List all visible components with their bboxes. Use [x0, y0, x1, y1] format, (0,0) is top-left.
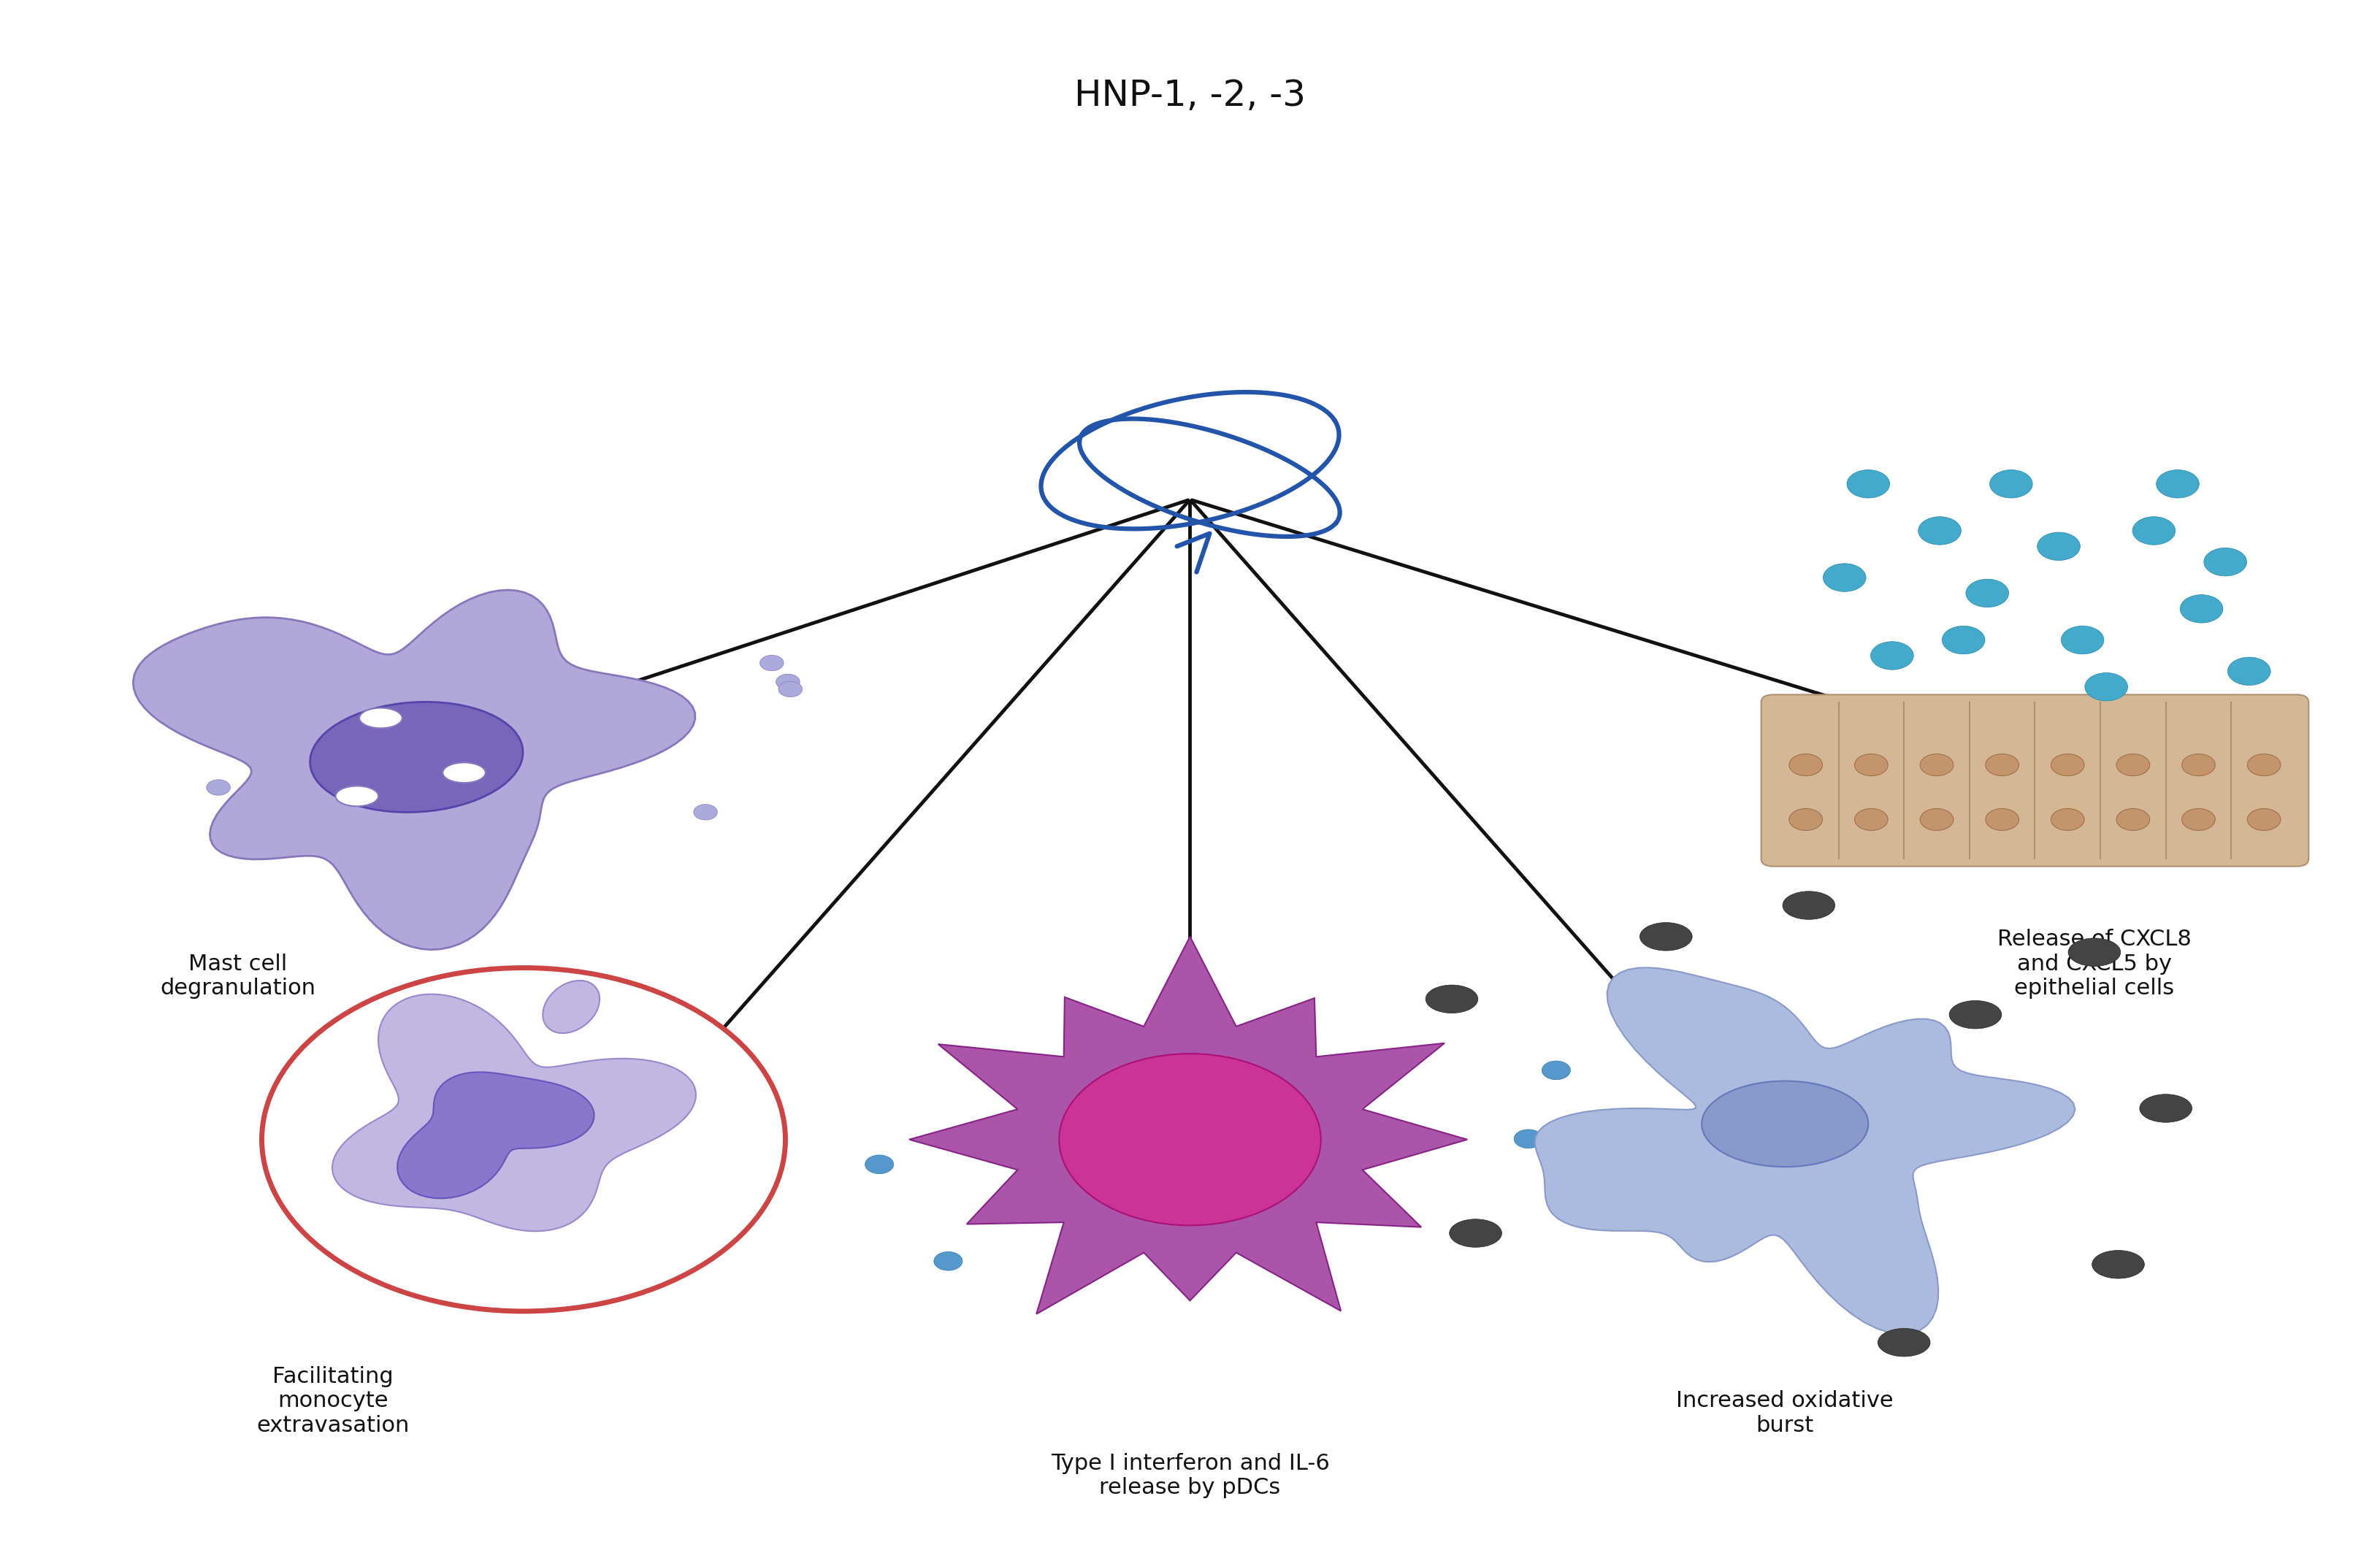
- Ellipse shape: [1449, 1219, 1502, 1247]
- Circle shape: [2247, 754, 2280, 776]
- Circle shape: [1985, 754, 2018, 776]
- Ellipse shape: [359, 709, 402, 727]
- Circle shape: [1059, 1054, 1321, 1225]
- Text: HNP-1, -2, -3: HNP-1, -2, -3: [1073, 78, 1307, 112]
- Circle shape: [759, 656, 783, 671]
- Ellipse shape: [309, 702, 524, 812]
- Circle shape: [933, 1252, 962, 1271]
- Circle shape: [1985, 809, 2018, 830]
- Circle shape: [2132, 517, 2175, 545]
- Circle shape: [1514, 1130, 1542, 1149]
- Polygon shape: [397, 1072, 595, 1199]
- Circle shape: [2156, 470, 2199, 498]
- Circle shape: [1921, 754, 1954, 776]
- Ellipse shape: [1949, 1001, 2002, 1029]
- Circle shape: [1921, 809, 1954, 830]
- Circle shape: [2116, 754, 2149, 776]
- Circle shape: [2182, 809, 2216, 830]
- Circle shape: [776, 674, 800, 690]
- Circle shape: [2180, 595, 2223, 623]
- Circle shape: [864, 1155, 892, 1174]
- Circle shape: [2085, 673, 2128, 701]
- Circle shape: [2061, 626, 2104, 654]
- Polygon shape: [909, 937, 1466, 1314]
- Circle shape: [262, 968, 785, 1311]
- Circle shape: [200, 652, 224, 668]
- Circle shape: [1990, 470, 2033, 498]
- Circle shape: [214, 662, 238, 677]
- Ellipse shape: [1878, 1328, 1930, 1357]
- Circle shape: [2228, 657, 2271, 685]
- Ellipse shape: [1426, 985, 1478, 1013]
- Ellipse shape: [543, 980, 600, 1033]
- Ellipse shape: [2092, 1250, 2144, 1278]
- Circle shape: [1918, 517, 1961, 545]
- Ellipse shape: [443, 763, 486, 782]
- Text: Type I interferon and IL-6
release by pDCs: Type I interferon and IL-6 release by pD…: [1050, 1453, 1330, 1499]
- Circle shape: [207, 779, 231, 795]
- Ellipse shape: [336, 787, 378, 805]
- Circle shape: [1542, 1061, 1571, 1080]
- Polygon shape: [133, 590, 695, 949]
- Circle shape: [1966, 579, 2009, 607]
- Circle shape: [1854, 754, 1887, 776]
- Circle shape: [2204, 548, 2247, 576]
- Circle shape: [778, 681, 802, 696]
- Circle shape: [2116, 809, 2149, 830]
- Circle shape: [2052, 754, 2085, 776]
- Circle shape: [233, 809, 257, 824]
- Text: Increased oxidative
burst: Increased oxidative burst: [1676, 1391, 1894, 1436]
- Circle shape: [1847, 470, 1890, 498]
- Ellipse shape: [1783, 891, 1835, 919]
- Text: Facilitating
monocyte
extravasation: Facilitating monocyte extravasation: [257, 1366, 409, 1436]
- Ellipse shape: [2140, 1094, 2192, 1122]
- Polygon shape: [333, 994, 695, 1232]
- Circle shape: [1871, 642, 1914, 670]
- Circle shape: [190, 638, 214, 654]
- Circle shape: [1854, 809, 1887, 830]
- Circle shape: [1823, 564, 1866, 592]
- Text: Mast cell
degranulation: Mast cell degranulation: [159, 954, 317, 999]
- Ellipse shape: [1702, 1080, 1868, 1166]
- Circle shape: [1790, 754, 1823, 776]
- Ellipse shape: [2068, 938, 2121, 966]
- Circle shape: [2052, 809, 2085, 830]
- Ellipse shape: [1640, 923, 1692, 951]
- Polygon shape: [1535, 968, 2075, 1335]
- Circle shape: [693, 804, 716, 820]
- FancyBboxPatch shape: [1761, 695, 2309, 866]
- Circle shape: [219, 643, 243, 659]
- Text: Release of CXCL8
and CXCL5 by
epithelial cells: Release of CXCL8 and CXCL5 by epithelial…: [1997, 929, 2192, 999]
- Circle shape: [2182, 754, 2216, 776]
- Circle shape: [2037, 532, 2080, 560]
- Circle shape: [1790, 809, 1823, 830]
- Circle shape: [1942, 626, 1985, 654]
- Circle shape: [2247, 809, 2280, 830]
